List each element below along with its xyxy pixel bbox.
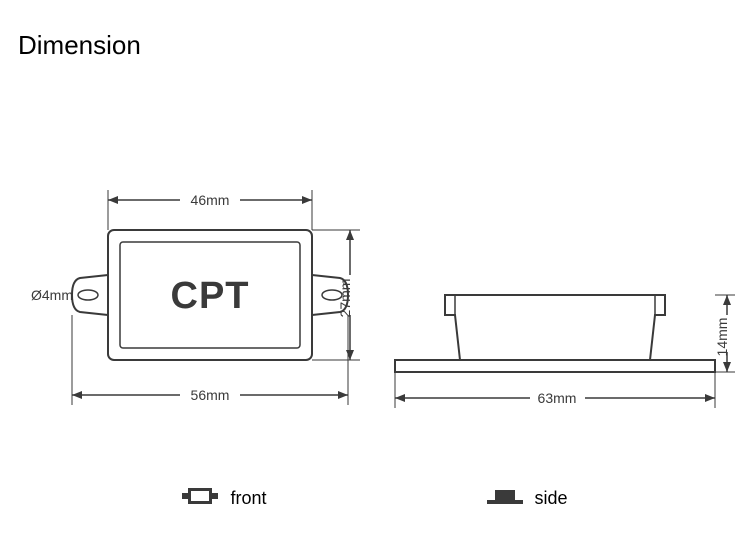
side-view-diagram: 63mm 14mm <box>385 180 745 440</box>
front-logo: CPT <box>171 275 250 317</box>
legend-front-label: front <box>230 488 266 509</box>
front-width-bottom-label: 56mm <box>191 387 230 403</box>
side-body <box>445 295 665 360</box>
legend-side-label: side <box>535 488 568 509</box>
front-view-diagram: 46mm Ø4mm CPT 27mm 56mm <box>30 180 380 440</box>
side-icon <box>487 486 523 511</box>
page-title: Dimension <box>18 30 141 61</box>
legend-side: side <box>487 486 568 511</box>
front-icon <box>182 485 218 512</box>
side-base <box>395 360 715 372</box>
side-height-label: 14mm <box>714 318 730 357</box>
side-width-label: 63mm <box>538 390 577 406</box>
legend: front side <box>0 485 750 512</box>
legend-front: front <box>182 485 266 512</box>
front-height-label: 27mm <box>337 279 353 318</box>
front-width-top-label: 46mm <box>191 192 230 208</box>
front-hole-label: Ø4mm <box>31 287 73 303</box>
